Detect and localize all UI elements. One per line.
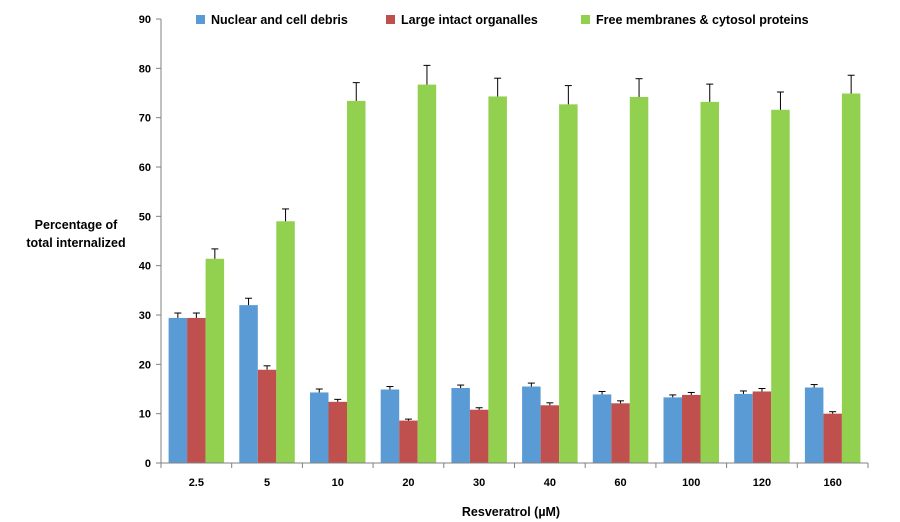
bar xyxy=(328,401,347,463)
bar xyxy=(310,392,329,463)
legend-swatch xyxy=(196,15,205,24)
bar xyxy=(380,389,400,463)
y-tick-label: 10 xyxy=(139,409,151,421)
x-tick-label: 30 xyxy=(473,477,485,489)
bar xyxy=(451,388,470,463)
legend-label: Free membranes & cytosol proteins xyxy=(596,13,809,27)
bar xyxy=(771,109,790,464)
y-axis-title-line-1: Percentage of xyxy=(35,218,119,232)
y-tick-label: 40 xyxy=(139,261,151,273)
y-tick-label: 20 xyxy=(139,359,151,371)
bar xyxy=(682,394,701,463)
bar xyxy=(611,403,630,463)
bar xyxy=(592,394,612,463)
y-tick-label: 90 xyxy=(139,14,151,26)
y-tick-label: 0 xyxy=(145,458,151,470)
y-tick-label: 70 xyxy=(139,113,151,125)
x-tick-label: 160 xyxy=(823,477,841,489)
bar xyxy=(469,409,489,463)
x-axis-ticks: 2.5 5 10 20 30 40 60 100 120 160 xyxy=(160,463,869,489)
legend-label: Large intact organalles xyxy=(401,13,538,27)
bar xyxy=(205,258,225,463)
legend-swatch xyxy=(581,15,590,24)
bar xyxy=(257,369,277,463)
y-tick-label: 80 xyxy=(139,63,151,75)
x-tick-label: 10 xyxy=(332,477,344,489)
bar xyxy=(417,84,437,463)
y-tick-label: 30 xyxy=(139,310,151,322)
bar xyxy=(187,317,206,463)
y-tick-label: 50 xyxy=(139,211,151,223)
legend-label: Nuclear and cell debris xyxy=(211,13,348,27)
bar xyxy=(804,387,824,463)
bar xyxy=(488,96,507,463)
bar xyxy=(540,405,560,463)
legend-swatch xyxy=(386,15,395,24)
x-tick-label: 120 xyxy=(753,477,771,489)
bar xyxy=(559,104,578,463)
x-tick-label: 5 xyxy=(264,477,270,489)
bar xyxy=(823,413,842,463)
x-tick-label: 2.5 xyxy=(189,477,204,489)
bar xyxy=(841,93,861,463)
bar xyxy=(239,305,258,463)
x-tick-label: 60 xyxy=(614,477,626,489)
bar xyxy=(663,397,682,463)
bars xyxy=(168,84,861,464)
x-tick-label: 100 xyxy=(682,477,700,489)
bar xyxy=(522,386,541,463)
bar xyxy=(752,391,772,463)
bar xyxy=(276,221,295,463)
x-tick-label: 20 xyxy=(402,477,414,489)
bar xyxy=(700,101,719,463)
x-tick-label: 40 xyxy=(544,477,556,489)
y-tick-label: 60 xyxy=(139,162,151,174)
y-axis-ticks: 0 10 20 30 40 50 60 70 80 90 xyxy=(139,14,161,470)
bar xyxy=(734,393,753,463)
bar xyxy=(168,317,188,463)
bar xyxy=(399,420,418,463)
error-bars xyxy=(174,64,855,421)
y-axis-title-line-2: total internalized xyxy=(26,236,125,250)
bar xyxy=(629,96,649,464)
x-axis-title: Resveratrol (µM) xyxy=(462,505,560,519)
legend: Nuclear and cell debris Large intact orga… xyxy=(196,13,809,27)
bar xyxy=(347,100,366,463)
